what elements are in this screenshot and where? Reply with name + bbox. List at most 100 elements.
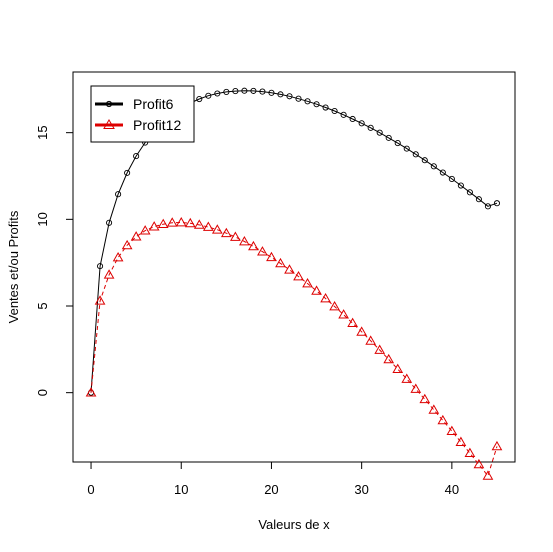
data-point [464,447,476,458]
data-point [439,169,446,176]
x-tick-label: 10 [174,482,188,497]
x-axis-label: Valeurs de x [258,517,330,532]
y-axis-label: Ventes et/ou Profits [6,210,21,323]
data-point [148,221,160,231]
data-point [367,124,374,131]
data-point [473,458,485,469]
data-point [466,189,473,196]
data-point [340,111,347,118]
x-tick-label: 30 [354,482,368,497]
data-point [331,107,338,115]
data-point [202,221,214,231]
data-point [374,344,386,354]
data-point [347,317,358,328]
x-tick-label: 40 [445,482,459,497]
data-point [133,153,140,160]
data-point [455,436,467,446]
data-point [124,169,131,176]
data-point [239,236,250,246]
data-point [175,216,187,227]
legend-label: Profit12 [133,117,181,133]
data-point [286,93,293,100]
data-point [313,101,320,108]
data-point [428,404,440,414]
data-point [401,373,413,383]
data-point [394,140,401,147]
data-point [223,88,230,95]
data-point [421,157,428,164]
legend-label: Profit6 [133,96,174,112]
data-point [295,95,302,102]
y-tick-label: 15 [35,125,50,139]
data-point [157,218,169,229]
series-line [90,221,498,477]
data-point [85,387,97,397]
data-point [196,95,203,103]
legend-marker [105,100,113,108]
y-tick-label: 10 [35,212,50,226]
data-point [322,104,329,111]
data-point [484,203,491,210]
data-point [139,225,151,235]
data-point [383,353,395,364]
data-point [121,239,133,250]
data-point [112,251,124,262]
data-point [184,217,196,228]
x-tick-label: 0 [87,482,94,497]
data-point [349,115,356,123]
data-point [211,224,223,234]
data-point [130,231,142,241]
data-point [448,175,455,182]
legend: Profit6 Profit12 [90,85,195,143]
y-axis: 0 5 10 15 [35,125,74,396]
data-point [241,87,248,94]
data-point [329,301,340,311]
data-point [259,88,266,95]
data-point [482,470,494,480]
data-point [94,295,106,305]
data-point [115,191,122,198]
data-point [412,151,419,158]
data-point [493,200,501,207]
data-point [106,219,113,226]
data-point [293,271,304,281]
data-point [385,134,392,141]
data-point [403,145,410,152]
data-point [214,90,221,97]
legend-item: Profit6 [95,96,174,112]
legend-item: Profit12 [95,117,181,133]
data-point [220,227,232,238]
data-point [491,440,503,451]
data-point [419,393,431,404]
y-tick-label: 5 [35,302,50,309]
data-point [475,196,482,203]
data-point [284,264,295,274]
data-point [275,257,286,268]
x-axis: 0 10 20 30 40 [87,461,459,497]
data-point [193,219,205,229]
series-profit12 [85,216,503,480]
legend-box [90,85,195,143]
y-tick-label: 0 [35,389,50,396]
data-point [437,414,449,425]
data-point [410,383,422,393]
data-point [250,87,257,94]
data-point [232,88,239,95]
data-point [358,120,365,127]
data-point [166,217,178,227]
data-point [392,363,404,373]
data-point [356,326,368,336]
legend-marker [103,119,115,129]
data-point [248,240,259,251]
data-point [205,92,212,99]
data-point [103,269,115,279]
data-point [268,89,275,96]
data-point [97,263,104,270]
data-point [257,246,268,256]
data-point [338,309,349,319]
data-point [311,285,322,295]
data-point [376,129,383,136]
data-point [457,182,464,189]
